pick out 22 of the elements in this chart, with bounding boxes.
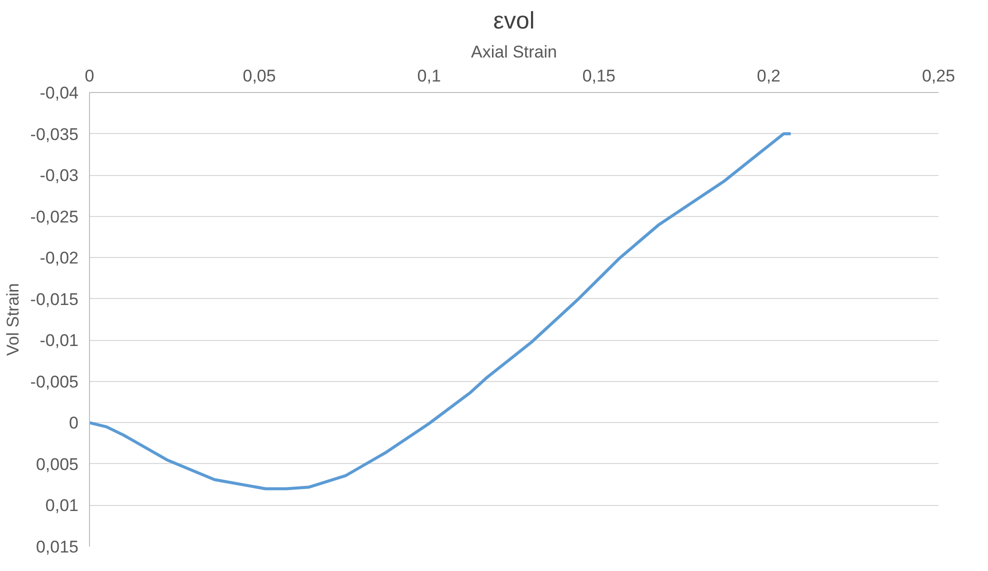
- y-tick-label: -0,035: [30, 124, 78, 144]
- y-tick-label: 0: [69, 414, 79, 433]
- x-axis-title: Axial Strain: [471, 42, 557, 62]
- y-tick-label: -0,025: [30, 207, 78, 226]
- line-series: [90, 132, 792, 490]
- y-tick-label: -0,02: [40, 248, 78, 268]
- x-tick-label: 0,15: [582, 66, 616, 86]
- x-tick-label: 0,2: [756, 66, 781, 86]
- y-tick-label: -0,01: [40, 331, 78, 350]
- x-tick-label: 0,25: [922, 66, 956, 86]
- y-tick-label: -0,03: [40, 166, 78, 186]
- x-tick-label: 0,1: [417, 66, 441, 86]
- y-axis-title: Vol Strain: [3, 283, 22, 356]
- y-tick-label: -0,04: [40, 84, 78, 102]
- y-tick-label: 0,005: [36, 454, 79, 474]
- x-tick-label: 0: [84, 66, 94, 86]
- y-tick-label: -0,005: [30, 372, 78, 392]
- x-tick-label: 0,05: [242, 66, 276, 86]
- chart-title: εvol: [493, 8, 535, 34]
- y-tick-label: -0,015: [30, 290, 78, 309]
- y-tick-label: 0,01: [45, 496, 79, 516]
- y-tick-label: 0,015: [36, 538, 79, 556]
